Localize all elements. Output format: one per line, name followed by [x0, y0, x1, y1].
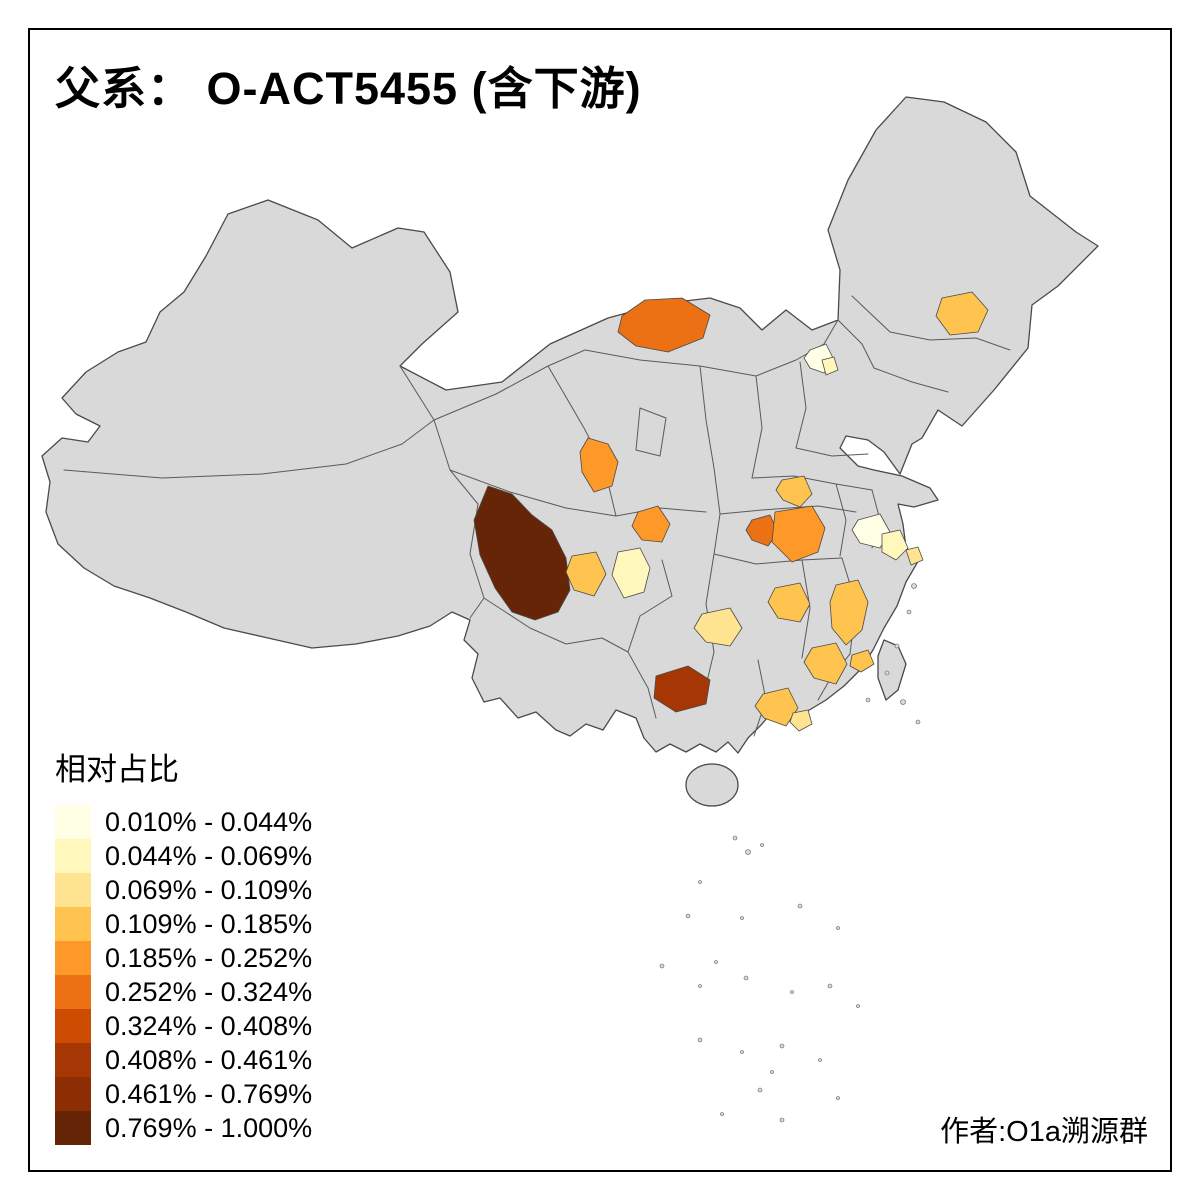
taiwan-island [877, 639, 907, 701]
region-guizhou-south [653, 665, 711, 713]
legend-label: 0.408% - 0.461% [105, 1044, 313, 1075]
region-hubei-west [745, 514, 779, 547]
region-shanghai-area [905, 546, 924, 566]
legend-swatch [55, 1111, 91, 1145]
region-beijing-area-2 [821, 356, 839, 376]
legend: 相对占比 0.010% - 0.044% 0.044% - 0.069% 0.0… [55, 744, 312, 1145]
region-fujian-coast [849, 649, 875, 673]
region-jilin-central [935, 291, 989, 336]
region-hunan-east [767, 582, 811, 623]
hainan-island [685, 763, 739, 807]
landmass [41, 96, 1099, 1123]
coastal-islands [865, 583, 921, 725]
legend-row: 0.109% - 0.185% [55, 907, 312, 941]
region-hunan-west [693, 607, 743, 647]
legend-swatch [55, 975, 91, 1009]
legend-swatch [55, 873, 91, 907]
region-fujian-west [803, 642, 848, 685]
page-title: 父系： O-ACT5455 (含下游) [55, 63, 642, 114]
region-sichuan-central [565, 551, 607, 597]
legend-label: 0.010% - 0.044% [105, 806, 313, 837]
region-sichuan-west [473, 485, 571, 621]
legend-title: 相对占比 [55, 752, 179, 787]
region-zhejiang-west [851, 513, 891, 549]
legend-row: 0.069% - 0.109% [55, 873, 312, 907]
legend-label: 0.252% - 0.324% [105, 976, 313, 1007]
legend-row: 0.185% - 0.252% [55, 941, 312, 975]
region-inner-mongolia-west [617, 297, 711, 353]
legend-label: 0.109% - 0.185% [105, 908, 313, 939]
china-mainland-outline [41, 96, 1099, 754]
legend-swatch [55, 1009, 91, 1043]
legend-row: 0.769% - 1.000% [55, 1111, 312, 1145]
region-jiangxi-central [829, 579, 869, 646]
legend-label: 0.461% - 0.769% [105, 1078, 313, 1109]
legend-row: 0.010% - 0.044% [55, 805, 312, 839]
legend-swatch [55, 805, 91, 839]
highlighted-regions [473, 291, 989, 732]
legend-swatch [55, 1077, 91, 1111]
legend-row: 0.461% - 0.769% [55, 1077, 312, 1111]
legend-swatch [55, 1043, 91, 1077]
legend-row: 0.252% - 0.324% [55, 975, 312, 1009]
legend-row: 0.044% - 0.069% [55, 839, 312, 873]
legend-label: 0.769% - 1.000% [105, 1112, 313, 1143]
legend-row: 0.324% - 0.408% [55, 1009, 312, 1043]
legend-label: 0.324% - 0.408% [105, 1010, 313, 1041]
south-china-sea-islands [659, 835, 860, 1123]
region-gansu-lanzhou [579, 437, 619, 493]
region-henan-south [775, 475, 813, 508]
region-shaanxi-south [631, 505, 671, 543]
legend-row: 0.408% - 0.461% [55, 1043, 312, 1077]
region-guangdong-central [754, 687, 799, 727]
legend-swatch [55, 839, 91, 873]
legend-swatch [55, 941, 91, 975]
region-sichuan-chengdu [611, 547, 651, 599]
region-hubei-central [771, 505, 826, 563]
author-credit: 作者:O1a溯源群 [940, 1116, 1148, 1148]
legend-label: 0.069% - 0.109% [105, 874, 313, 905]
region-guangdong-east [789, 709, 813, 732]
legend-swatch [55, 907, 91, 941]
legend-label: 0.185% - 0.252% [105, 942, 313, 973]
legend-label: 0.044% - 0.069% [105, 840, 313, 871]
region-zhejiang-east [881, 529, 909, 561]
